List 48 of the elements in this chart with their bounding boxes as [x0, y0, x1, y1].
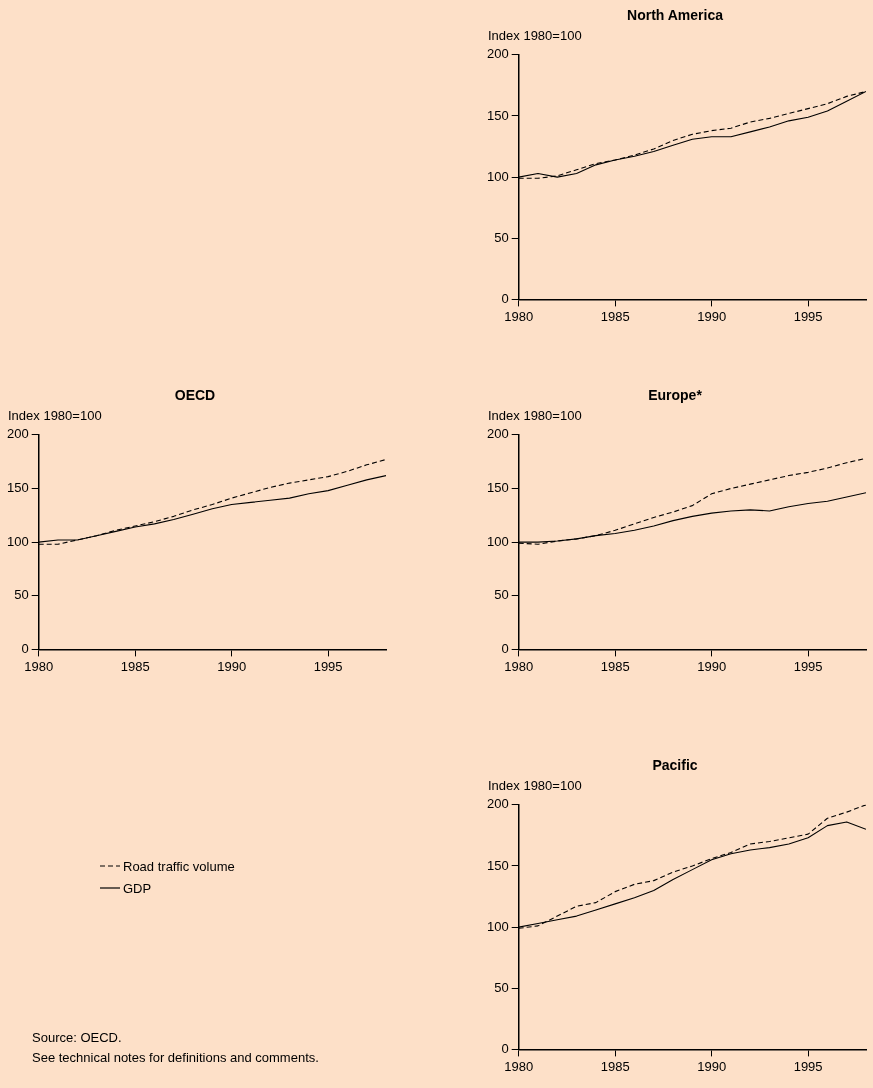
y-tick-label: 100 [486, 918, 509, 934]
x-tick-label: 1985 [600, 1058, 630, 1074]
x-tick-label: 1980 [504, 1058, 534, 1074]
y-tick-label: 50 [14, 587, 29, 603]
y-tick-label: 0 [501, 290, 509, 306]
x-tick-label: 1995 [313, 658, 343, 674]
y-tick-label: 150 [486, 857, 509, 873]
y-tick-label: 100 [486, 168, 509, 184]
y-tick-label: 150 [486, 107, 509, 123]
y-axis-title: Index 1980=100 [8, 407, 102, 423]
x-tick-label: 1980 [504, 308, 534, 324]
y-tick-label: 200 [6, 426, 29, 442]
y-axis-title: Index 1980=100 [488, 27, 582, 43]
y-tick-label: 0 [21, 640, 29, 656]
legend-label: Road traffic volume [123, 858, 235, 874]
y-tick-label: 200 [486, 46, 509, 62]
chart-title: North America [627, 7, 724, 24]
x-tick-label: 1995 [793, 658, 823, 674]
y-tick-label: 50 [494, 587, 509, 603]
y-tick-label: 0 [501, 1040, 509, 1056]
chart-title: Pacific [652, 757, 698, 774]
chart-title: Europe* [648, 387, 703, 404]
y-tick-label: 150 [6, 480, 29, 496]
text: See technical notes for definitions and comments. [32, 1049, 319, 1067]
chart-title: OECD [174, 387, 216, 404]
y-tick-label: 0 [501, 640, 509, 656]
y-tick-label: 100 [486, 533, 509, 549]
legend-label: GDP [123, 880, 152, 896]
y-axis-title: Index 1980=100 [488, 407, 582, 423]
x-tick-label: 1990 [697, 658, 727, 674]
x-tick-label: 1980 [504, 658, 534, 674]
x-tick-label: 1980 [24, 658, 54, 674]
x-tick-label: 1990 [217, 658, 247, 674]
y-axis-title: Index 1980=100 [488, 777, 582, 793]
x-tick-label: 1985 [600, 658, 630, 674]
x-tick-label: 1995 [793, 1058, 823, 1074]
y-tick-label: 50 [494, 229, 509, 245]
x-tick-label: 1990 [697, 1058, 727, 1074]
y-tick-label: 100 [6, 533, 29, 549]
y-tick-label: 200 [486, 426, 509, 442]
x-tick-label: 1995 [793, 308, 823, 324]
source-note: Source: OECD. [32, 1029, 123, 1047]
x-tick-label: 1985 [600, 308, 630, 324]
y-tick-label: 150 [486, 480, 509, 496]
y-tick-label: 50 [494, 979, 509, 995]
y-tick-label: 200 [486, 796, 509, 812]
x-tick-label: 1990 [697, 308, 727, 324]
x-tick-label: 1985 [120, 658, 150, 674]
